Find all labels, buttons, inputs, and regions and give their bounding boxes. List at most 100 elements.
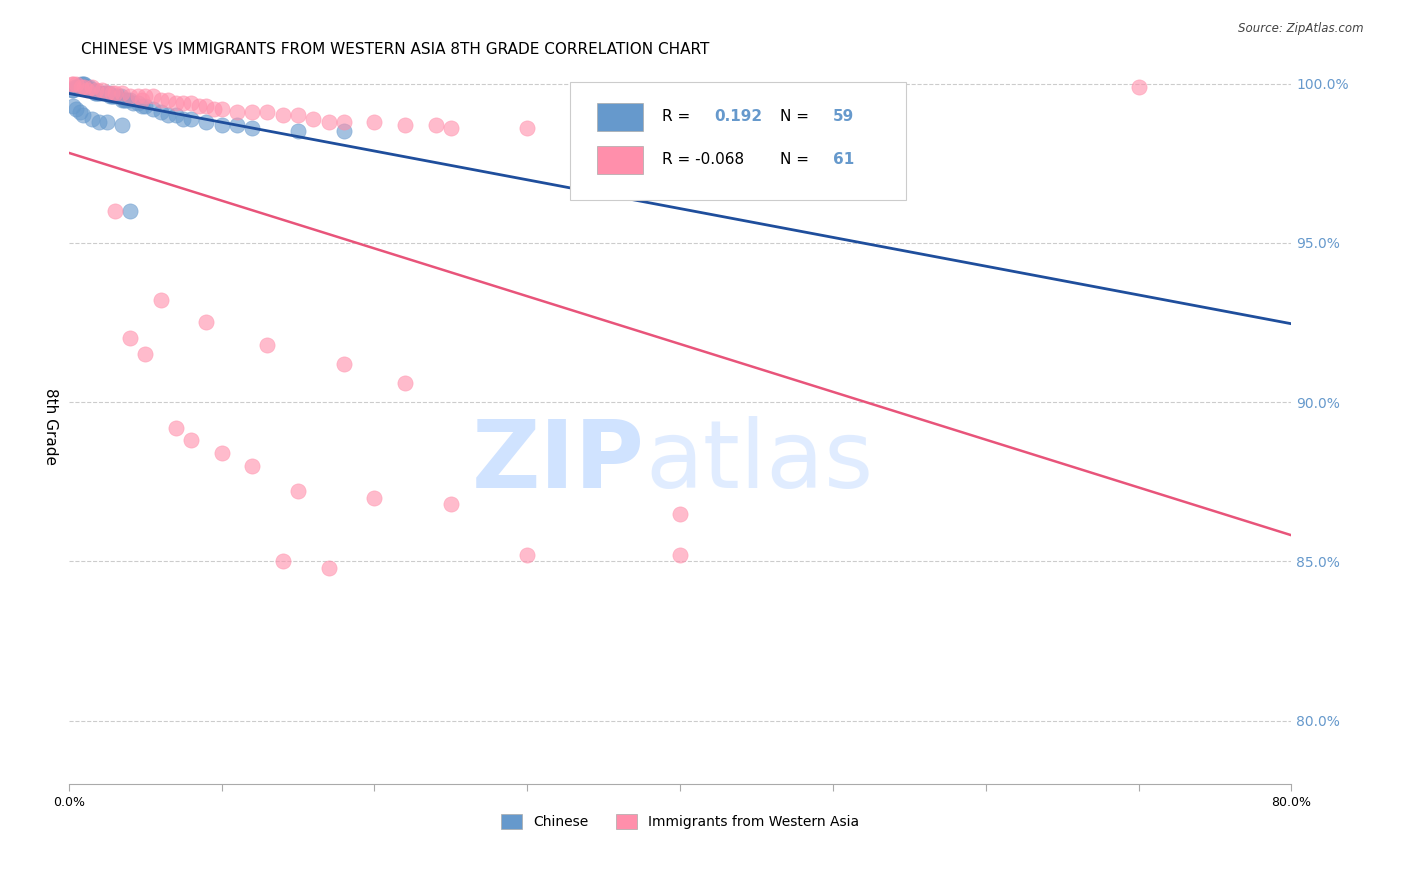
Point [225,105,247,120]
Point [127,89,149,103]
Point [225,118,247,132]
Point [363,491,385,505]
Point [112,93,135,107]
Point [187,99,209,113]
FancyBboxPatch shape [569,82,907,200]
Point [91,86,114,100]
Text: 0.192: 0.192 [714,109,762,124]
Text: CHINESE VS IMMIGRANTS FROM WESTERN ASIA 8TH GRADE CORRELATION CHART: CHINESE VS IMMIGRANTS FROM WESTERN ASIA … [82,42,710,57]
Point [195,316,218,330]
Point [62,77,84,91]
Point [97,86,120,100]
Point [115,93,138,107]
Point [79,83,101,97]
Point [180,434,202,448]
Text: 61: 61 [832,152,853,167]
Point [195,115,218,129]
Point [111,93,134,107]
Point [149,105,172,120]
Point [333,124,356,138]
Legend: Chinese, Immigrants from Western Asia: Chinese, Immigrants from Western Asia [495,809,865,835]
Point [134,347,156,361]
Point [72,108,94,122]
Point [180,112,202,126]
Text: N =: N = [780,109,810,124]
Point [101,89,124,103]
Point [440,497,463,511]
Point [91,83,114,97]
Point [165,420,187,434]
Point [134,89,156,103]
Point [440,121,463,136]
Point [333,115,356,129]
Text: N =: N = [780,152,810,167]
Point [142,102,165,116]
Point [127,95,149,110]
FancyBboxPatch shape [598,146,644,174]
Point [114,93,136,107]
Point [287,484,309,499]
Point [180,95,202,110]
Point [202,102,225,116]
Point [104,204,127,219]
Point [669,507,692,521]
Point [211,446,233,460]
Point [75,79,97,94]
Point [302,112,325,126]
Point [318,115,340,129]
Point [77,79,100,94]
Point [118,204,141,219]
Point [73,79,96,94]
Point [89,115,111,129]
Point [60,83,83,97]
Point [96,86,118,100]
Point [134,99,156,113]
Point [111,118,134,132]
Point [211,118,233,132]
Point [70,79,93,94]
Point [363,115,385,129]
Point [394,118,416,132]
Point [62,99,84,113]
Point [73,77,96,91]
Point [110,89,132,103]
Text: ZIP: ZIP [471,416,644,508]
Point [98,89,121,103]
Text: R =: R = [662,109,690,124]
FancyBboxPatch shape [598,103,644,131]
Point [256,105,278,120]
Point [96,86,118,100]
Y-axis label: 8th Grade: 8th Grade [44,387,58,465]
Point [69,79,91,94]
Point [131,99,153,113]
Text: Source: ZipAtlas.com: Source: ZipAtlas.com [1239,22,1364,36]
Point [86,83,108,97]
Point [240,105,263,120]
Point [100,86,122,100]
Point [87,86,110,100]
Point [70,77,93,91]
Point [104,89,127,103]
Point [394,376,416,390]
Point [83,86,105,100]
Point [118,93,141,107]
Point [669,548,692,562]
Point [172,95,194,110]
Point [271,554,294,568]
Text: R = -0.068: R = -0.068 [662,152,744,167]
Point [211,102,233,116]
Point [516,548,538,562]
Point [62,83,84,97]
Point [69,105,91,120]
Point [287,124,309,138]
Point [256,338,278,352]
Point [104,86,127,100]
Point [65,102,87,116]
Point [80,83,103,97]
Point [80,112,103,126]
Point [111,86,134,100]
Point [425,118,447,132]
Point [165,108,187,122]
Point [122,95,145,110]
Text: 59: 59 [832,109,853,124]
